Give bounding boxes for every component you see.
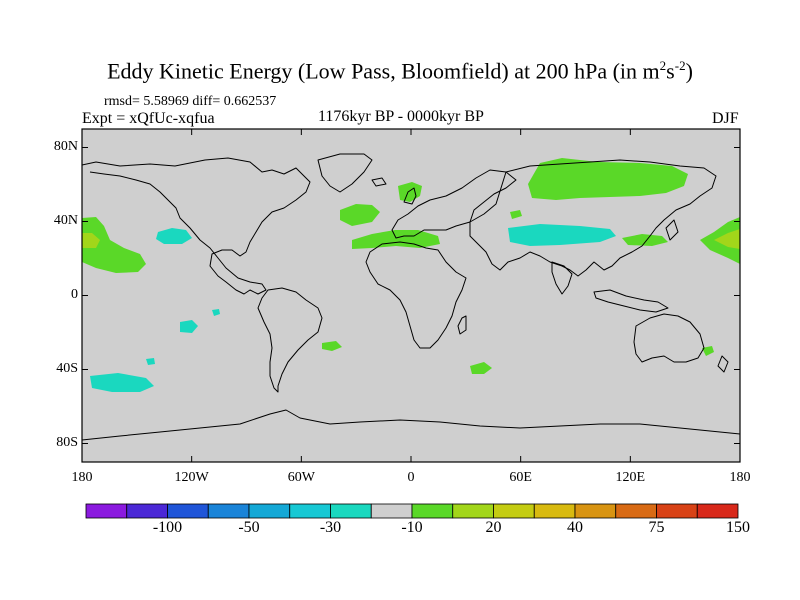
plot-title: Eddy Kinetic Energy (Low Pass, Bloomfiel… bbox=[107, 58, 693, 84]
colorbar-swatch bbox=[330, 503, 372, 519]
colorbar bbox=[85, 503, 739, 519]
x-axis-label: 60W bbox=[287, 470, 315, 485]
anomaly-region-west-pacific-pos bbox=[82, 217, 146, 273]
colorbar-swatch bbox=[411, 503, 454, 519]
colorbar-swatch bbox=[493, 503, 535, 519]
colorbar-label: 150 bbox=[726, 519, 750, 536]
colorbar-swatch bbox=[615, 503, 657, 519]
colorbar-swatch bbox=[85, 503, 128, 519]
x-axis-label: 180 bbox=[71, 470, 93, 485]
colorbar-swatch bbox=[289, 503, 331, 519]
colorbar-label: -30 bbox=[319, 519, 342, 536]
colorbar-label: -100 bbox=[152, 519, 183, 536]
colorbar-swatch bbox=[696, 503, 739, 519]
colorbar-label: -50 bbox=[238, 519, 260, 536]
coast-indonesia bbox=[593, 289, 669, 313]
y-axis-label: 80S bbox=[56, 434, 78, 450]
anomaly-region-north-pacific-neg bbox=[156, 228, 192, 244]
coast-south-america bbox=[257, 287, 323, 393]
coast-uk bbox=[403, 187, 417, 205]
anomaly-region-small-pacific-neg bbox=[212, 309, 220, 316]
y-axis-label: 40N bbox=[53, 212, 78, 228]
anomaly-region-tasman bbox=[702, 346, 714, 356]
season-label: DJF bbox=[712, 110, 739, 127]
coast-india bbox=[551, 261, 573, 295]
experiment-label: Expt = xQfUc-xqfua bbox=[82, 110, 215, 127]
coast-north-america bbox=[81, 157, 311, 295]
colorbar-swatch bbox=[126, 503, 168, 519]
anomaly-region-southern-ocean-neg bbox=[90, 373, 154, 392]
colorbar-swatch bbox=[207, 503, 250, 519]
anomaly-regions bbox=[82, 158, 740, 392]
anomaly-region-northwest-pacific bbox=[510, 210, 522, 219]
period-label: 1176kyr BP - 0000kyr BP bbox=[318, 108, 484, 125]
y-axis-label: 40S bbox=[56, 360, 78, 376]
anomaly-region-asia-jet-neg bbox=[508, 224, 616, 246]
colorbar-swatch bbox=[248, 503, 291, 519]
colorbar-label: -10 bbox=[401, 519, 423, 536]
x-axis-label: 120E bbox=[615, 470, 646, 485]
anomaly-region-tropical-pacific-neg bbox=[180, 320, 198, 333]
colorbar-swatch bbox=[656, 503, 698, 519]
colorbar-swatch bbox=[370, 503, 413, 519]
colorbar-swatch bbox=[574, 503, 617, 519]
colorbar-label: 40 bbox=[567, 519, 583, 536]
coastlines bbox=[81, 153, 741, 441]
x-axis-label: 180 bbox=[729, 470, 751, 485]
x-axis-label: 120W bbox=[174, 470, 209, 485]
colorbar-label: 75 bbox=[648, 519, 665, 536]
y-axis-label: 0 bbox=[71, 286, 78, 302]
colorbar-label: 20 bbox=[485, 519, 502, 536]
anomaly-region-mediterranean bbox=[352, 230, 440, 249]
coast-greenland bbox=[317, 153, 373, 193]
anomaly-region-south-atlantic bbox=[322, 341, 342, 351]
anomaly-region-west-pacific-core bbox=[82, 233, 100, 248]
axis-ticks bbox=[81, 129, 741, 462]
statistics-label: rmsd= 5.58969 diff= 0.662537 bbox=[104, 94, 277, 109]
colorbar-swatch bbox=[452, 503, 494, 519]
anomaly-region-siberia bbox=[528, 158, 688, 200]
coast-africa bbox=[365, 241, 467, 349]
x-axis-label: 60E bbox=[509, 470, 532, 485]
x-axis-label: 0 bbox=[407, 470, 415, 485]
colorbar-swatch bbox=[533, 503, 576, 519]
anomaly-region-north-atlantic bbox=[340, 204, 380, 226]
anomaly-region-southern-africa bbox=[470, 362, 492, 374]
coast-asia bbox=[469, 159, 717, 277]
coast-new-zealand bbox=[717, 355, 729, 373]
coast-australia bbox=[633, 313, 705, 363]
anomaly-region-south-pacific-neg bbox=[146, 358, 155, 365]
anomaly-region-china bbox=[622, 234, 668, 246]
coast-iceland bbox=[371, 177, 387, 187]
colorbar-swatch bbox=[167, 503, 209, 519]
y-axis-label: 80N bbox=[53, 138, 78, 154]
coast-antarctica bbox=[81, 409, 741, 441]
coast-madagascar bbox=[457, 315, 467, 335]
anomaly-region-east-pacific-core bbox=[714, 229, 740, 249]
coast-japan bbox=[665, 219, 679, 241]
